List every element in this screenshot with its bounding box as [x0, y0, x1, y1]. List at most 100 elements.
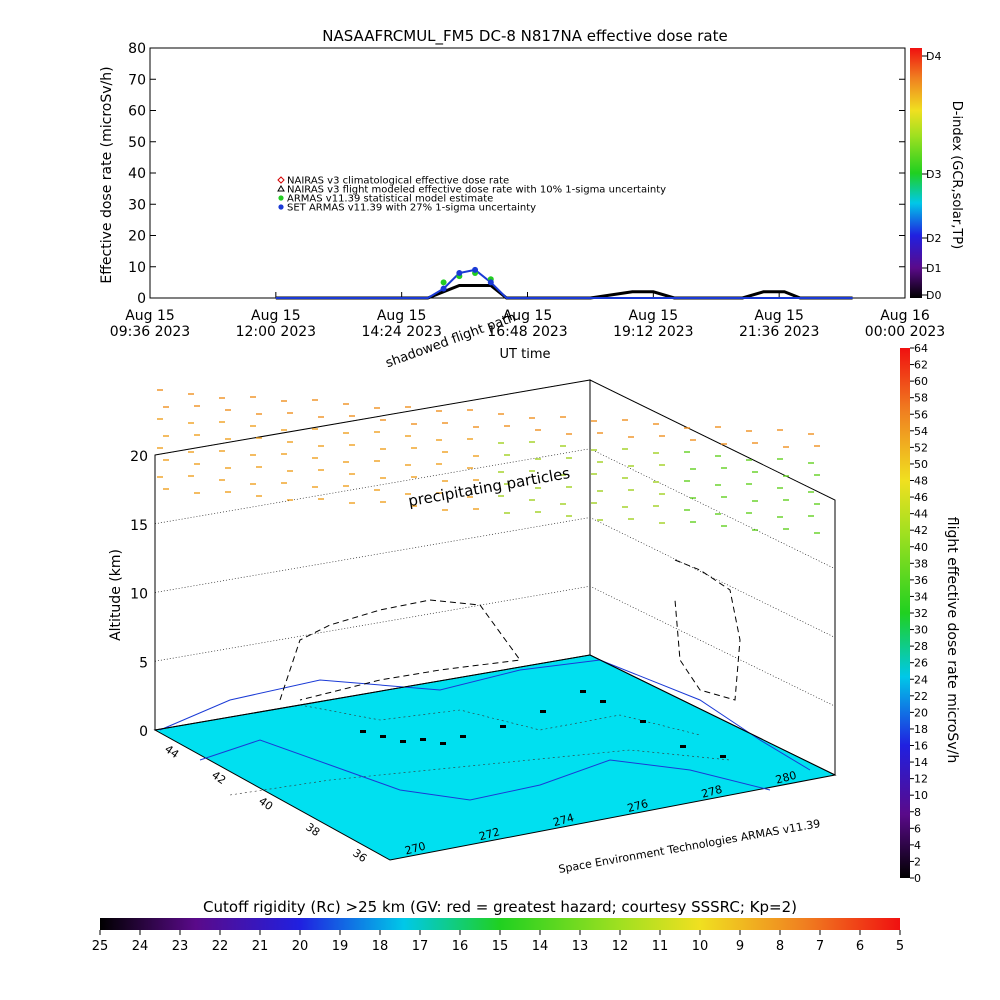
x-tick-label-date: Aug 15 — [377, 308, 427, 324]
altitude-gridlines — [154, 379, 836, 707]
x-tick-label-time: 12:00 2023 — [236, 324, 316, 340]
d-index-tick-label: D1 — [926, 262, 941, 275]
altitude-tick-label: 20 — [130, 449, 148, 465]
rigidity-colorbar-tick-label: 19 — [332, 939, 349, 954]
dose-rate-colorbar-label: flight effective dose rate microSv/h — [944, 517, 960, 763]
ground-track-point — [360, 730, 366, 733]
legend: NAIRAS v3 climatological effective dose … — [277, 176, 666, 214]
rigidity-colorbar-tick-label: 16 — [452, 939, 469, 954]
plot-frame — [149, 47, 906, 299]
altitude-3d-plot: 0 5 10 15 20 Altitude (km) 44 42 40 38 36 270 272… — [108, 310, 837, 876]
chart-title: NASAAFRCMUL_FM5 DC-8 N817NA effective do… — [322, 27, 727, 46]
latitude-ticks: 44 42 40 38 36 — [162, 742, 369, 865]
rigidity-colorbar-tick-label: 20 — [292, 939, 309, 954]
rigidity-colorbar-tick-label: 25 — [92, 939, 109, 954]
y-tick-label: 0 — [137, 291, 146, 307]
dose-colorbar-tick-label: 12 — [914, 773, 928, 786]
d-index-tick-label: D0 — [926, 289, 941, 302]
y-tick-label: 50 — [128, 135, 146, 151]
x-tick-label-date: Aug 15 — [503, 308, 553, 324]
legend-marker — [278, 204, 284, 210]
rigidity-colorbar-tick-label: 10 — [692, 939, 709, 954]
annotation-precipitating-particles: precipitating particles — [407, 464, 572, 510]
set-armas-point — [440, 285, 447, 292]
d-index-label: D-index (GCR,solar,TP) — [949, 101, 964, 249]
dose-colorbar-tick-label: 2 — [914, 855, 921, 868]
d-index-colorbar — [910, 48, 922, 298]
ground-track-point — [540, 710, 546, 713]
ground-track-point — [640, 720, 646, 723]
dose-colorbar-tick-label: 58 — [914, 392, 928, 405]
y-axis-ticks: 0 10 20 30 40 50 60 70 80 — [128, 41, 905, 307]
map-gridline — [229, 749, 731, 796]
longitude-tick-label: 272 — [478, 825, 502, 843]
dose-colorbar-tick-label: 40 — [914, 541, 928, 554]
ground-track-point — [580, 690, 586, 693]
ground-track-point — [440, 742, 446, 745]
altitude-axis-label: Altitude (km) — [108, 549, 124, 641]
dose-colorbar-tick-label: 26 — [914, 657, 928, 670]
d-index-ticks: D0 D1 D2 D3 D4 — [922, 50, 941, 302]
rigidity-colorbar-tick-label: 17 — [412, 939, 429, 954]
ground-track-point — [380, 735, 386, 738]
dose-colorbar-tick-label: 60 — [914, 375, 928, 388]
dose-colorbar-tick-label: 28 — [914, 640, 928, 653]
legend-marker — [277, 176, 285, 184]
x-axis-label: UT time — [500, 347, 551, 362]
flight-path-projection — [279, 599, 521, 701]
longitude-tick-label: 270 — [403, 839, 427, 857]
x-tick-label-time: 19:12 2023 — [613, 324, 693, 340]
set-armas-point — [472, 266, 479, 273]
d-index-tick-label: D2 — [926, 232, 941, 245]
rigidity-colorbar-tick-label: 23 — [172, 939, 189, 954]
rigidity-colorbar-tick-label: 8 — [776, 939, 784, 954]
ground-track-point — [500, 725, 506, 728]
latitude-tick-label: 38 — [303, 820, 322, 839]
series-group — [275, 266, 853, 300]
rigidity-colorbar-tick-label: 12 — [612, 939, 629, 954]
series-nairas-flight-line — [275, 284, 853, 300]
dose-colorbar-tick-label: 50 — [914, 458, 928, 471]
dose-colorbar-tick-label: 46 — [914, 491, 928, 504]
dose-colorbar-tick-label: 38 — [914, 557, 928, 570]
dose-colorbar-tick-label: 14 — [914, 756, 928, 769]
dose-colorbar-tick-label: 62 — [914, 359, 928, 372]
legend-marker — [278, 195, 284, 201]
x-tick-label-date: Aug 15 — [125, 308, 175, 324]
dose-colorbar-tick-label: 24 — [914, 673, 928, 686]
y-tick-label: 80 — [128, 41, 146, 57]
x-tick-label-date: Aug 16 — [880, 308, 930, 324]
dose-rate-colorbar-ticks: 0246810121416182022242628303234363840424… — [910, 342, 928, 885]
latitude-tick-label: 44 — [162, 742, 181, 761]
altitude-gridline — [154, 379, 836, 501]
y-tick-label: 30 — [128, 197, 146, 213]
dose-colorbar-tick-label: 18 — [914, 723, 928, 736]
x-tick-label-time: 09:36 2023 — [110, 324, 190, 340]
rigidity-colorbar-tick-label: 18 — [372, 939, 389, 954]
altitude-tick-label: 0 — [139, 724, 148, 740]
rigidity-colorbar-tick-label: 13 — [572, 939, 589, 954]
armas-model-point — [440, 279, 447, 286]
dose-colorbar-tick-label: 22 — [914, 690, 928, 703]
x-tick-label-date: Aug 15 — [754, 308, 804, 324]
altitude-ticks: 0 5 10 15 20 — [130, 449, 148, 740]
y-tick-label: 40 — [128, 166, 146, 182]
dose-colorbar-tick-label: 32 — [914, 607, 928, 620]
d-index-tick-label: D4 — [926, 50, 941, 63]
back-right-wall — [589, 379, 836, 776]
x-tick-label-time: 16:48 2023 — [487, 324, 567, 340]
rigidity-colorbar-tick-label: 15 — [492, 939, 509, 954]
dose-colorbar-tick-label: 6 — [914, 822, 921, 835]
dose-colorbar-tick-label: 56 — [914, 408, 928, 421]
ground-track-point — [720, 755, 726, 758]
x-tick-label-time: 00:00 2023 — [865, 324, 945, 340]
legend-label: NAIRAS v3 flight modeled effective dose … — [287, 185, 666, 196]
altitude-gridline — [154, 585, 836, 707]
state-boundary — [199, 739, 771, 801]
dose-colorbar-tick-label: 36 — [914, 574, 928, 587]
coastline — [159, 659, 811, 771]
series-set-armas-line — [275, 268, 853, 299]
dose-colorbar-tick-label: 44 — [914, 508, 928, 521]
dose-colorbar-tick-label: 10 — [914, 789, 928, 802]
